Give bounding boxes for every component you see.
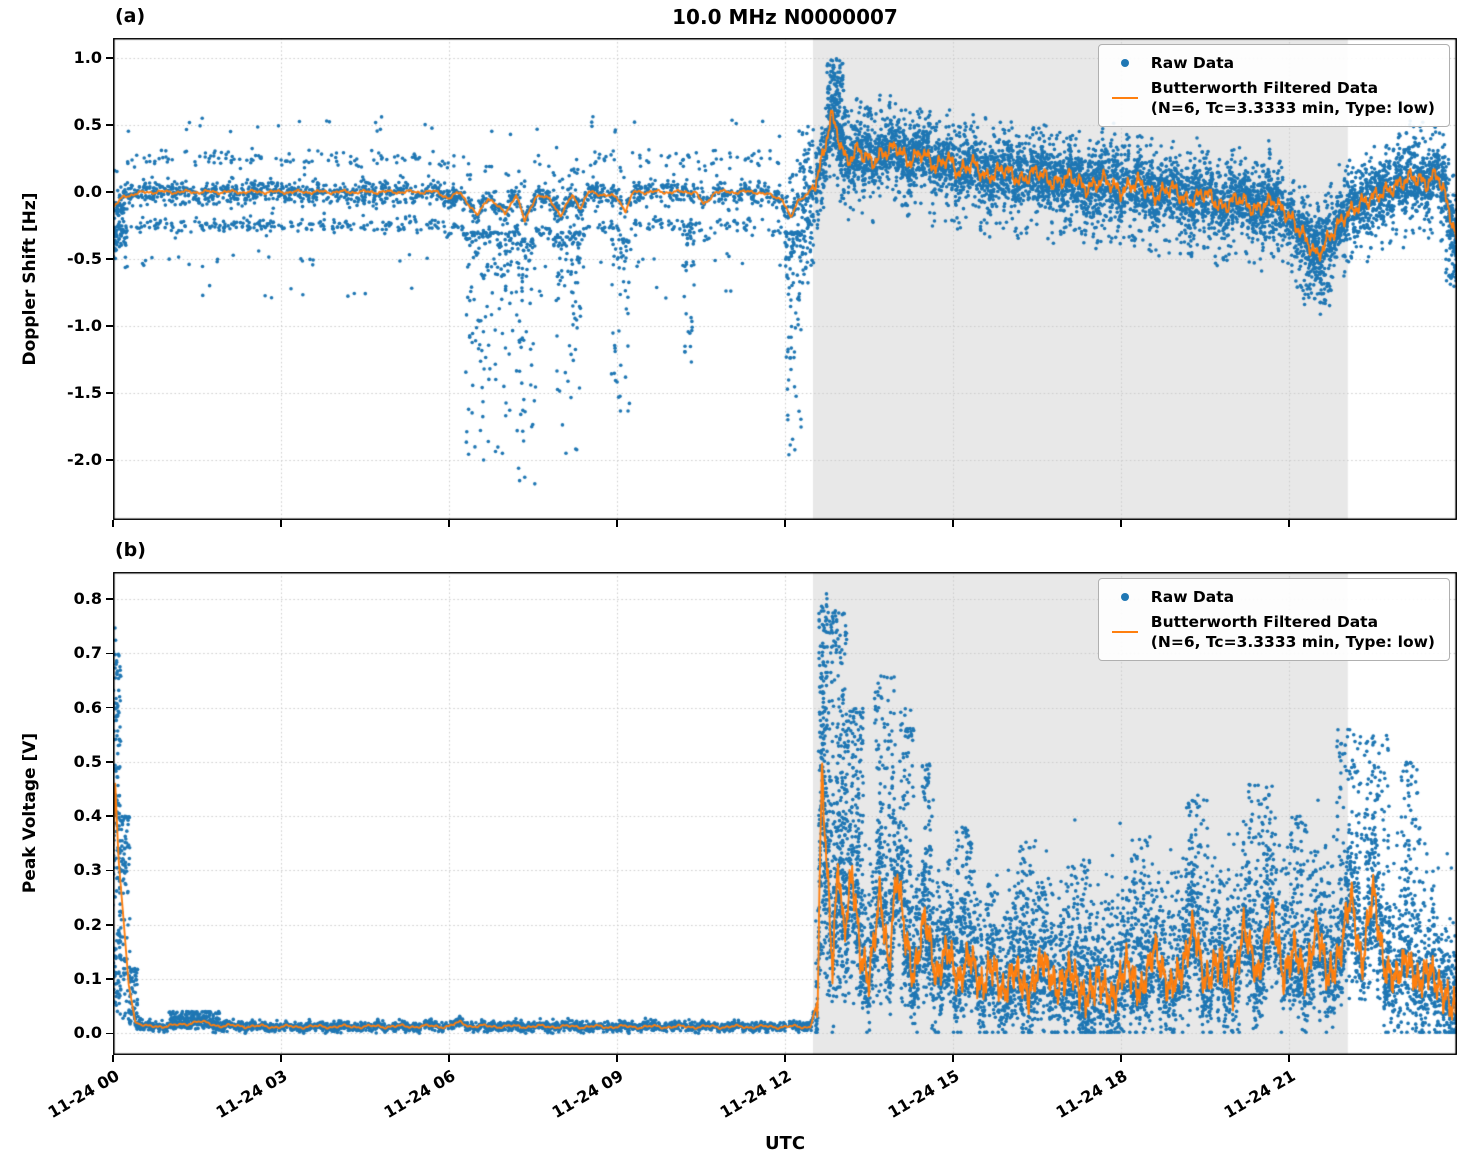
y-tick-mark — [106, 191, 113, 193]
x-tick-mark — [1288, 520, 1290, 527]
x-tick-label: 11-24 06 — [380, 1066, 459, 1122]
x-tick-label: 11-24 03 — [212, 1066, 291, 1122]
y-tick-mark — [106, 761, 113, 763]
x-tick-mark — [952, 1055, 954, 1062]
x-tick-label: 11-24 12 — [716, 1066, 795, 1122]
y-tick-label: 0.5 — [73, 751, 102, 771]
y-tick-mark — [106, 978, 113, 980]
x-tick-mark — [784, 520, 786, 527]
x-tick-mark — [952, 520, 954, 527]
filtered-marker-cell — [1109, 631, 1141, 634]
y-tick-mark — [106, 815, 113, 817]
y-tick-label: -0.5 — [67, 248, 102, 268]
y-tick-label: 0.0 — [73, 181, 102, 201]
y-tick-mark — [106, 57, 113, 59]
y-tick-mark — [106, 598, 113, 600]
y-tick-label: 0.0 — [73, 1023, 102, 1043]
x-tick-mark — [112, 1055, 114, 1062]
x-tick-label: 11-24 00 — [44, 1066, 123, 1122]
legend-raw-entry: Raw Data — [1109, 53, 1435, 73]
legend-raw-label: Raw Data — [1150, 54, 1235, 72]
y-tick-label: 0.3 — [73, 860, 102, 880]
x-tick-mark — [784, 1055, 786, 1062]
x-tick-mark — [1120, 1055, 1122, 1062]
x-tick-mark — [616, 520, 618, 527]
raw-data-dot-icon — [1120, 593, 1129, 602]
legend-filtered-entry: Butterworth Filtered Data (N=6, Tc=3.3333… — [1109, 612, 1435, 652]
y-tick-mark — [106, 706, 113, 709]
legend-filtered-label-line2: (N=6, Tc=3.3333 min, Type: low) — [1150, 633, 1435, 652]
x-tick-mark — [280, 1055, 282, 1062]
legend-filtered-label-line1: Butterworth Filtered Data — [1150, 613, 1379, 632]
y-tick-mark — [106, 652, 113, 655]
legend-filtered-label-line2: (N=6, Tc=3.3333 min, Type: low) — [1150, 99, 1435, 118]
y-tick-label: -1.5 — [67, 382, 102, 402]
y-tick-label: 0.1 — [73, 969, 102, 989]
x-axis-label: UTC — [764, 1133, 806, 1154]
x-tick-label: 11-24 15 — [884, 1066, 963, 1122]
y-tick-mark — [106, 258, 113, 260]
y-tick-label: 1.0 — [73, 48, 102, 68]
raw-marker-cell — [1109, 59, 1141, 68]
x-tick-mark — [112, 520, 114, 527]
x-tick-mark — [1120, 520, 1122, 527]
x-tick-mark — [280, 520, 282, 527]
filtered-marker-cell — [1109, 97, 1141, 100]
legend-filtered-label: Butterworth Filtered Data (N=6, Tc=3.3333… — [1151, 612, 1435, 652]
panel-a-label: (a) — [115, 5, 146, 27]
y-tick-mark — [106, 392, 113, 394]
y-tick-label: -2.0 — [67, 449, 102, 469]
legend-filtered-label-line1: Butterworth Filtered Data — [1150, 79, 1379, 98]
x-tick-mark — [616, 1055, 618, 1062]
panel-a-legend: Raw Data Butterworth Filtered Data (N=6, … — [1097, 44, 1450, 128]
raw-data-dot-icon — [1120, 59, 1129, 68]
y-tick-label: 0.2 — [73, 914, 102, 934]
x-tick-mark — [448, 520, 450, 527]
y-tick-label: 0.5 — [73, 115, 102, 135]
legend-filtered-label: Butterworth Filtered Data (N=6, Tc=3.3333… — [1151, 78, 1435, 118]
y-tick-mark — [106, 1032, 113, 1035]
x-tick-mark — [448, 1055, 450, 1062]
raw-marker-cell — [1109, 593, 1141, 602]
legend-raw-label: Raw Data — [1150, 588, 1235, 606]
y-tick-mark — [106, 325, 113, 327]
y-tick-label: -1.0 — [67, 315, 102, 335]
filtered-line-icon — [1111, 97, 1138, 100]
panel-b-label: (b) — [115, 539, 146, 561]
x-tick-label: 11-24 18 — [1052, 1066, 1131, 1122]
y-tick-mark — [106, 124, 113, 126]
x-tick-label: 11-24 21 — [1220, 1066, 1299, 1122]
y-tick-mark — [106, 869, 113, 872]
y-tick-mark — [106, 459, 113, 461]
y-tick-label: 0.6 — [73, 697, 102, 717]
legend-filtered-entry: Butterworth Filtered Data (N=6, Tc=3.3333… — [1109, 78, 1435, 118]
x-tick-label: 11-24 09 — [548, 1066, 627, 1122]
legend-raw-entry: Raw Data — [1109, 587, 1435, 607]
filtered-line-icon — [1111, 631, 1138, 634]
y-tick-label: 0.4 — [73, 806, 102, 826]
panel-a-y-axis-label: Doppler Shift [Hz] — [20, 192, 40, 366]
y-tick-mark — [106, 924, 113, 926]
x-tick-mark — [1288, 1055, 1290, 1062]
y-tick-label: 0.8 — [73, 589, 102, 609]
y-tick-label: 0.7 — [73, 643, 102, 663]
panel-b-legend: Raw Data Butterworth Filtered Data (N=6, … — [1097, 578, 1450, 662]
chart-title: 10.0 MHz N0000007 — [672, 5, 898, 29]
